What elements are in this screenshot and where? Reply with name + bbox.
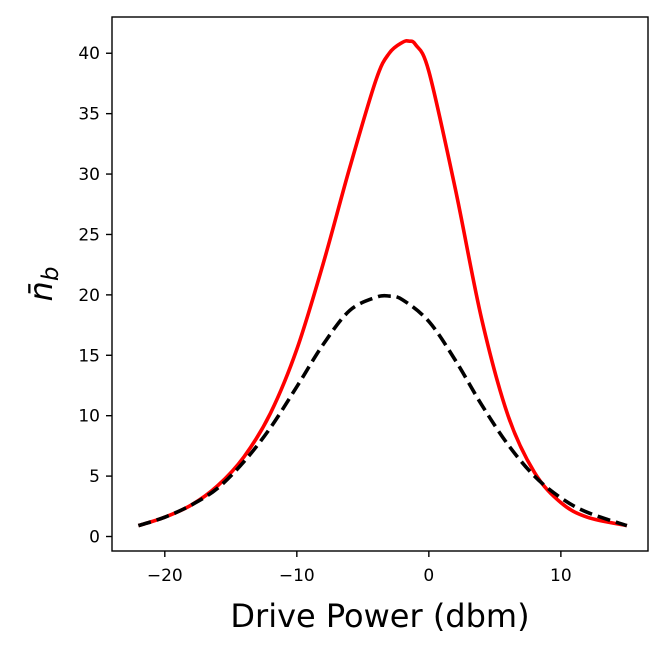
y-axis-label-main: n̄ (22, 281, 60, 301)
y-axis-label: n̄b (22, 267, 64, 302)
y-tick-label: 20 (78, 286, 100, 306)
x-axis: −20 −10 0 10 (147, 551, 572, 586)
x-tick-label: 0 (423, 566, 434, 586)
y-tick-label: 5 (89, 467, 100, 487)
y-tick-label: 10 (78, 407, 100, 427)
series-layer (137, 39, 628, 528)
x-axis-label: Drive Power (dbm) (230, 597, 529, 635)
series-line-dashed (137, 293, 628, 528)
x-tick-label: −20 (147, 566, 183, 586)
y-tick-label: 40 (78, 44, 100, 64)
plot-background (112, 17, 648, 551)
y-tick-label: 15 (78, 346, 100, 366)
x-tick-label: 10 (550, 566, 572, 586)
y-tick-label: 35 (78, 105, 100, 125)
y-axis-label-group: n̄b (22, 267, 64, 302)
y-axis-label-subscript: b (38, 267, 64, 282)
y-tick-label: 30 (78, 165, 100, 185)
y-axis: 0 5 10 15 20 25 30 35 40 (78, 44, 112, 548)
plot-frame (111, 16, 649, 552)
x-tick-label: −10 (279, 566, 315, 586)
y-tick-label: 0 (89, 528, 100, 548)
series-line-solid (137, 39, 628, 528)
y-tick-label: 25 (78, 225, 100, 245)
